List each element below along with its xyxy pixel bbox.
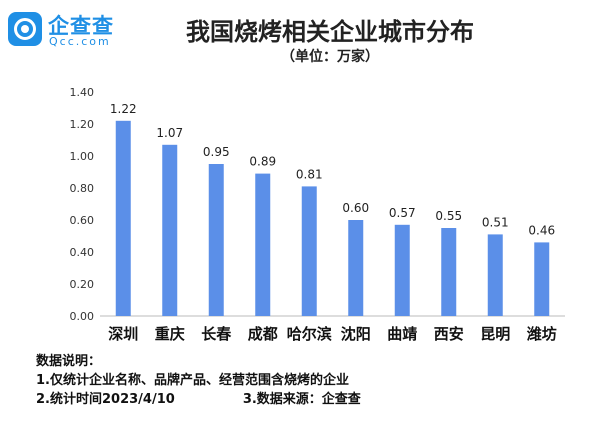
x-tick-label: 重庆 <box>155 325 185 343</box>
data-label: 0.51 <box>482 215 509 229</box>
data-label: 0.55 <box>435 209 462 223</box>
y-tick-label: 1.40 <box>70 86 95 99</box>
data-label: 1.22 <box>110 102 137 116</box>
bar-西安 <box>441 228 457 316</box>
x-tick-label: 哈尔滨 <box>287 325 332 343</box>
data-label: 1.07 <box>156 126 183 140</box>
notes-stat-time: 2.统计时间2023/4/10 <box>36 392 175 407</box>
bar-chart: 0.00 0.20 0.40 0.60 0.80 1.00 1.20 1.40 1.22 深圳 1.… <box>70 86 565 343</box>
bar-深圳 <box>115 120 131 316</box>
brand-name: 企查查 <box>48 14 114 38</box>
brand-logo: 企查查 Qcc.com <box>8 10 158 50</box>
x-tick-label: 成都 <box>248 325 278 343</box>
y-tick-label: 0.20 <box>70 278 95 291</box>
chart-unit: （单位：万家） <box>281 49 379 65</box>
data-label: 0.89 <box>249 155 276 169</box>
notes-line-2: 2.统计时间2023/4/10 3.数据来源：企查查 <box>36 390 596 409</box>
bar-昆明 <box>487 234 503 316</box>
x-tick-label: 昆明 <box>480 325 510 343</box>
bar-潍坊 <box>534 242 550 316</box>
bar-沈阳 <box>348 220 364 316</box>
notes-source: 3.数据来源：企查查 <box>242 392 361 407</box>
data-label: 0.81 <box>296 167 323 181</box>
qcc-logo-icon <box>8 12 42 46</box>
bar-成都 <box>255 173 271 316</box>
x-tick-label: 长春 <box>201 325 231 343</box>
data-label: 0.57 <box>389 206 416 220</box>
bar-曲靖 <box>394 224 410 316</box>
notes-heading: 数据说明： <box>36 354 102 369</box>
x-tick-label: 深圳 <box>108 325 138 343</box>
bar-重庆 <box>162 144 178 316</box>
y-tick-label: 1.20 <box>70 118 95 131</box>
x-tick-label: 潍坊 <box>527 325 557 343</box>
y-tick-label: 1.00 <box>70 150 95 163</box>
y-tick-label: 0.60 <box>70 214 95 227</box>
bar-长春 <box>208 164 224 316</box>
x-tick-label: 沈阳 <box>341 325 371 343</box>
data-label: 0.46 <box>528 223 555 237</box>
x-tick-label: 曲靖 <box>387 325 417 343</box>
chart-title: 我国烧烤相关企业城市分布 <box>186 18 474 46</box>
x-tick-label: 西安 <box>434 325 464 343</box>
brand-domain: Qcc.com <box>49 35 111 48</box>
y-tick-label: 0.80 <box>70 182 95 195</box>
y-tick-label: 0.40 <box>70 246 95 259</box>
data-label: 0.60 <box>342 201 369 215</box>
data-label: 0.95 <box>203 145 230 159</box>
y-tick-label: 0.00 <box>70 310 95 323</box>
bar-哈尔滨 <box>301 186 317 316</box>
data-notes: 数据说明： 1.仅统计企业名称、品牌产品、经营范围含烧烤的企业 2.统计时间20… <box>36 352 596 409</box>
notes-line-1: 1.仅统计企业名称、品牌产品、经营范围含烧烤的企业 <box>36 373 349 388</box>
